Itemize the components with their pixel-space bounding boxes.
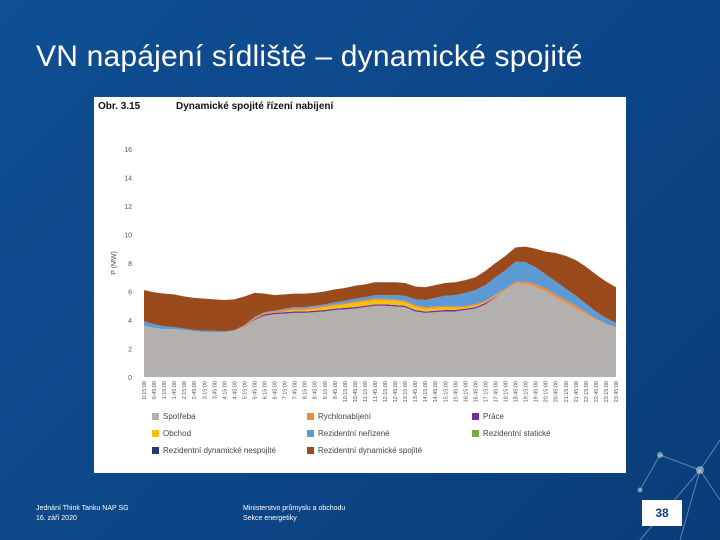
legend-swatch (472, 413, 479, 420)
area-series-pr-ce (144, 282, 616, 333)
x-tick-label: 11:15:00 (363, 381, 369, 402)
x-tick-label: 21:45:00 (574, 381, 580, 402)
x-tick-label: 2:15:00 (182, 381, 188, 399)
x-tick-label: 22:45:00 (594, 381, 600, 402)
x-tick-label: 4:45:00 (232, 381, 238, 399)
x-tick-label: 12:15:00 (383, 381, 389, 402)
area-series-rezidentn-ne-zen- (144, 261, 616, 333)
figure-number: Obr. 3.15 (98, 101, 141, 112)
legend-label: Práce (483, 412, 504, 421)
x-tick-label: 9:15:00 (323, 381, 329, 399)
chart-figure: Obr. 3.15 Dynamické spojité řízení nabíj… (94, 97, 626, 473)
x-tick-label: 14:45:00 (433, 381, 439, 402)
y-tick-label: 10 (124, 233, 132, 240)
y-tick-label: 16 (124, 147, 132, 154)
slide-title: VN napájení sídliště – dynamické spojité (36, 40, 583, 73)
y-tick-label: 4 (128, 318, 132, 325)
y-tick-label: 8 (128, 261, 132, 268)
x-tick-label: 9:45:00 (333, 381, 339, 399)
legend-swatch (472, 430, 479, 437)
x-tick-label: 0:15:00 (142, 381, 148, 399)
x-tick-label: 0:45:00 (152, 381, 158, 399)
legend-label: Rezidentní neřízené (318, 429, 390, 438)
x-tick-label: 10:15:00 (343, 381, 349, 402)
y-axis-label: P (MW) (111, 251, 118, 275)
x-tick-label: 15:45:00 (453, 381, 459, 402)
x-tick-label: 13:15:00 (403, 381, 409, 402)
area-series-rezidentn-dynamick-spojit- (144, 246, 616, 332)
y-tick-label: 14 (124, 176, 132, 183)
x-tick-label: 12:45:00 (393, 381, 399, 402)
legend-label: Rezidentní dynamické spojité (318, 446, 423, 455)
legend-swatch (152, 413, 159, 420)
x-tick-label: 17:15:00 (483, 381, 489, 402)
legend-swatch (152, 447, 159, 454)
legend-label: Rezidentní dynamické nespojité (163, 446, 277, 455)
footer-organization: Ministerstvo průmyslu a obchodu Sekce en… (243, 504, 345, 524)
x-tick-label: 1:15:00 (162, 381, 168, 399)
legend-swatch (307, 447, 314, 454)
x-tick-label: 19:45:00 (534, 381, 540, 402)
footer-event: Jednání Think Tanku NAP SG (36, 505, 129, 512)
x-tick-label: 7:45:00 (293, 381, 299, 399)
x-tick-label: 4:15:00 (222, 381, 228, 399)
x-tick-label: 19:15:00 (524, 381, 530, 402)
legend-swatch (307, 430, 314, 437)
x-tick-label: 10:45:00 (353, 381, 359, 402)
legend-label: Spotřeba (163, 412, 196, 421)
x-tick-label: 7:15:00 (283, 381, 289, 399)
figure-title: Dynamické spojité řízení nabíjení (176, 101, 334, 112)
y-tick-label: 12 (124, 204, 132, 211)
x-tick-label: 15:15:00 (443, 381, 449, 402)
x-tick-label: 18:45:00 (514, 381, 520, 402)
x-tick-label: 23:15:00 (604, 381, 610, 402)
legend-label: Rychlonabíjení (318, 412, 372, 421)
legend-label: Obchod (163, 429, 191, 438)
x-tick-label: 3:45:00 (212, 381, 218, 399)
x-tick-label: 1:45:00 (172, 381, 178, 399)
legend-swatch (152, 430, 159, 437)
area-series-rychlonab-jen- (144, 281, 616, 333)
x-tick-label: 8:45:00 (313, 381, 319, 399)
x-tick-label: 14:15:00 (423, 381, 429, 402)
x-tick-label: 20:45:00 (554, 381, 560, 402)
x-tick-label: 3:15:00 (202, 381, 208, 399)
x-tick-label: 21:15:00 (564, 381, 570, 402)
x-tick-label: 22:15:00 (584, 381, 590, 402)
footer-ministry: Ministerstvo průmyslu a obchodu (243, 505, 346, 512)
x-tick-label: 23:45:00 (614, 381, 620, 402)
x-tick-label: 16:45:00 (473, 381, 479, 402)
y-tick-label: 0 (128, 375, 132, 382)
x-tick-label: 13:45:00 (413, 381, 419, 402)
x-tick-label: 5:45:00 (252, 381, 258, 399)
x-tick-label: 11:45:00 (373, 381, 379, 402)
x-tick-label: 20:15:00 (544, 381, 550, 402)
x-tick-label: 18:15:00 (504, 381, 510, 402)
footer-section: Sekce energetiky (243, 515, 297, 522)
legend-swatch (307, 413, 314, 420)
y-tick-label: 6 (128, 290, 132, 297)
area-series-spot-eba (144, 282, 616, 377)
footer-left: Jednání Think Tanku NAP SG 16. září 2020 (36, 504, 129, 524)
x-tick-label: 16:15:00 (463, 381, 469, 402)
x-tick-label: 8:15:00 (303, 381, 309, 399)
x-tick-label: 6:45:00 (273, 381, 279, 399)
x-tick-label: 6:15:00 (263, 381, 269, 399)
x-tick-label: 5:15:00 (242, 381, 248, 399)
stacked-area-chart: 0 2 4 6 8 10 12 14 16 P (MW) 0:15:00 0:45:00 1:15:00… (111, 147, 620, 455)
footer-date: 16. září 2020 (36, 515, 77, 522)
page-number: 38 (642, 500, 682, 526)
x-tick-label: 2:45:00 (192, 381, 198, 399)
legend-label: Rezidentní statické (483, 429, 551, 438)
y-tick-label: 2 (128, 347, 132, 354)
x-tick-label: 17:45:00 (493, 381, 499, 402)
